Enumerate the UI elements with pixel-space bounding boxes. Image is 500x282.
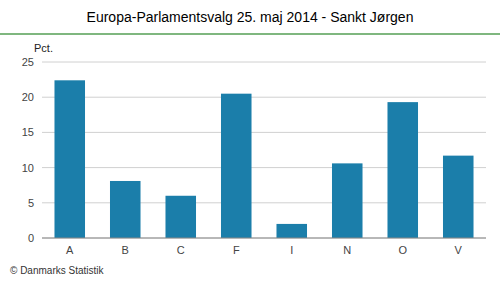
bar <box>54 80 85 238</box>
grid-line <box>42 167 486 168</box>
y-tick-label: 10 <box>22 162 34 174</box>
y-tick-label: 20 <box>22 91 34 103</box>
grid-line <box>42 202 486 203</box>
bar <box>387 102 418 238</box>
bar <box>165 196 196 238</box>
footnote: © Danmarks Statistik <box>10 265 105 276</box>
bars <box>54 80 473 238</box>
bar <box>110 181 141 238</box>
title-rule <box>0 33 500 34</box>
x-tick-label: F <box>233 244 240 256</box>
grid-line <box>42 238 486 239</box>
y-axis-label: Pct. <box>34 42 53 54</box>
grid-line <box>42 132 486 133</box>
y-tick-label: 5 <box>28 197 34 209</box>
x-axis-line <box>42 238 486 239</box>
bar <box>276 224 307 238</box>
bar <box>221 94 252 238</box>
x-tick-label: V <box>455 244 463 256</box>
y-tick-label: 15 <box>22 126 34 138</box>
x-tick-label: N <box>343 244 351 256</box>
title: Europa-Parlamentsvalg 25. maj 2014 - San… <box>87 9 414 25</box>
x-tick-label: C <box>177 244 185 256</box>
x-tick-label: O <box>398 244 407 256</box>
y-tick-label: 0 <box>28 232 34 244</box>
bar <box>443 156 474 238</box>
x-tick-label: B <box>122 244 129 256</box>
x-tick-label: I <box>290 244 293 256</box>
bar <box>332 163 363 238</box>
y-tick-label: 25 <box>22 56 34 68</box>
chart: Europa-Parlamentsvalg 25. maj 2014 - San… <box>0 0 500 282</box>
grid <box>42 62 486 238</box>
grid-line <box>42 97 486 98</box>
grid-line <box>42 62 486 63</box>
chart-container: Europa-Parlamentsvalg 25. maj 2014 - San… <box>0 0 500 282</box>
x-tick-label: A <box>66 244 74 256</box>
